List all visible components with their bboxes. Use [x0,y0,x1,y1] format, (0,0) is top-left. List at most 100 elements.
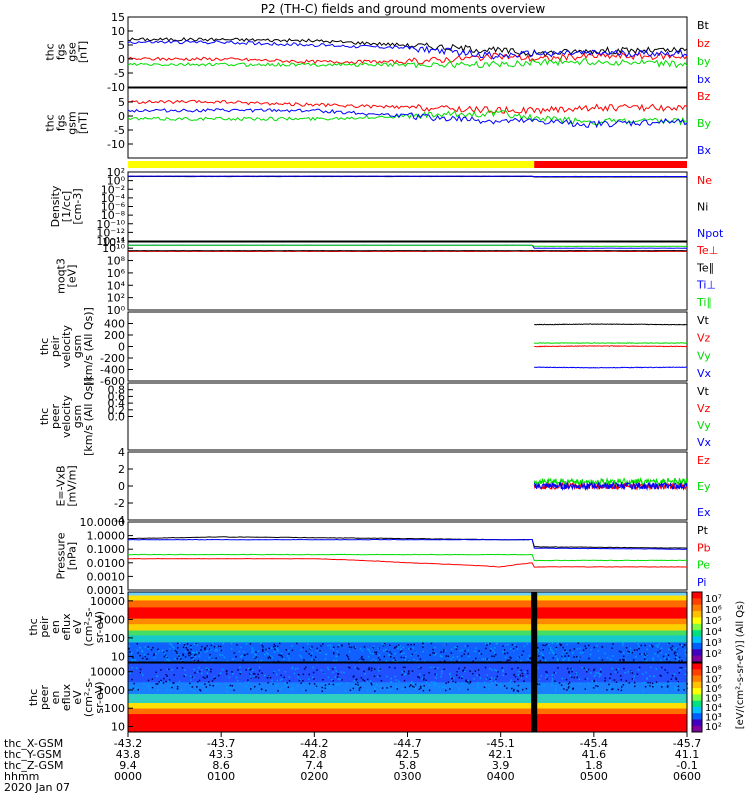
y-axis-label: gsm [66,111,79,134]
spectrogram-pixel [463,653,466,655]
spectrogram-pixel [129,651,131,653]
spectrogram-pixel [258,683,261,686]
colorbar-cell [692,604,702,612]
spectrogram-pixel [593,679,595,682]
y-axis-label: eV [71,619,84,634]
y-tick-label: 2 [118,463,125,476]
spectrogram-band [128,708,687,715]
spectrogram-pixel [565,652,568,654]
y-tick-label: 10.0000 [80,516,126,529]
y-tick-label: 1000 [97,684,125,697]
spectrogram-pixel [313,658,315,661]
spectrogram-pixel [587,682,590,684]
spectrogram-pixel [395,685,398,688]
spectrogram-pixel [235,655,237,658]
spectrogram-pixel [379,668,381,670]
spectrogram-pixel [170,644,173,646]
spectrogram-pixel [129,672,131,675]
spectrogram-pixel [153,653,156,655]
spectrogram-pixel [464,670,466,673]
spectrogram-pixel [312,666,314,669]
spectrogram-pixel [320,669,323,672]
spectrogram-pixel [664,657,666,660]
spectrogram-pixel [312,676,314,679]
spectrogram-pixel [166,675,168,677]
spectrogram-pixel [203,647,206,650]
spectrogram-pixel [584,678,587,680]
spectrogram-band [128,618,687,625]
y-axis-label: [nPa] [66,542,79,570]
spectrogram-pixel [225,670,228,673]
spectrogram-pixel [596,644,598,647]
spectrogram-pixel [276,645,279,648]
y-tick-label: 5 [118,39,125,52]
data-gap [531,663,538,732]
legend-entry: Vy [697,349,711,362]
y-tick-label: 0.0010 [87,570,126,583]
spectrogram-pixel [560,684,563,686]
spectrogram-pixel [623,659,625,661]
spectrogram-pixel [236,644,238,646]
spectrogram-pixel [156,683,159,685]
y-tick-label: 10² [107,166,125,179]
legend-entry: Pi [697,576,706,589]
spectrogram-pixel [449,673,451,676]
spectrogram-pixel [197,659,200,662]
x-tick-label: 0500 [580,770,608,783]
spectrogram-pixel [443,649,445,651]
spectrogram-band [128,624,687,631]
legend-entry: Bz [697,90,711,103]
spectrogram-pixel [508,659,511,661]
y-tick-label: 10⁰ [107,175,126,188]
spectrogram-pixel [571,652,574,654]
spectrogram-pixel [413,643,415,646]
x-tick-label: 42.5 [395,748,420,761]
spectrogram-pixel [511,644,514,646]
spectrogram-pixel [163,651,165,654]
panel-frame [127,241,688,311]
spectrogram-pixel [177,647,179,649]
spectrogram-pixel [389,656,392,658]
spectrogram-pixel [335,655,338,658]
spectrogram-pixel [361,655,363,658]
y-axis-label: gsm [71,405,84,428]
spectrogram-pixel [502,669,504,671]
spectrogram-pixel [456,656,459,658]
spectrogram-pixel [128,645,131,647]
spectrogram-pixel [357,685,360,688]
spectrogram-pixel [288,653,290,655]
spectrogram-pixel [199,688,201,691]
spectrogram-pixel [456,660,458,663]
spectrogram-pixel [410,643,412,646]
spectrogram-pixel [210,644,213,646]
spectrogram-pixel [546,671,548,674]
spectrogram-band [128,592,687,596]
spectrogram-pixel [204,646,207,649]
spectrogram-pixel [166,649,168,652]
spectrogram-pixel [190,688,193,690]
spectrogram-pixel [285,649,288,651]
spectrogram-pixel [502,645,504,647]
spectrogram-pixel [472,660,475,662]
spectrogram-pixel [476,674,479,677]
panel-frame [127,591,688,663]
spectrogram-pixel [677,685,680,688]
spectrogram-pixel [659,674,661,677]
spectrogram-pixel [377,647,379,649]
spectrogram-pixel [405,673,407,675]
spectrogram-pixel [538,683,541,686]
spectrogram-pixel [344,690,347,692]
spectrogram-pixel [413,684,416,686]
spectrogram-pixel [251,647,254,649]
spectrogram-pixel [250,672,252,674]
spectrogram-pixel [347,658,350,660]
spectrogram-pixel [393,657,395,659]
spectrogram-pixel [652,686,654,688]
spectrogram-pixel [236,680,239,682]
spectrogram-pixel [500,685,502,687]
spectrogram-pixel [247,667,250,670]
y-tick-label: 10000 [90,595,125,608]
spectrogram-pixel [514,643,516,646]
y-tick-label: -400 [100,364,125,377]
spectrogram-pixel [450,676,452,678]
